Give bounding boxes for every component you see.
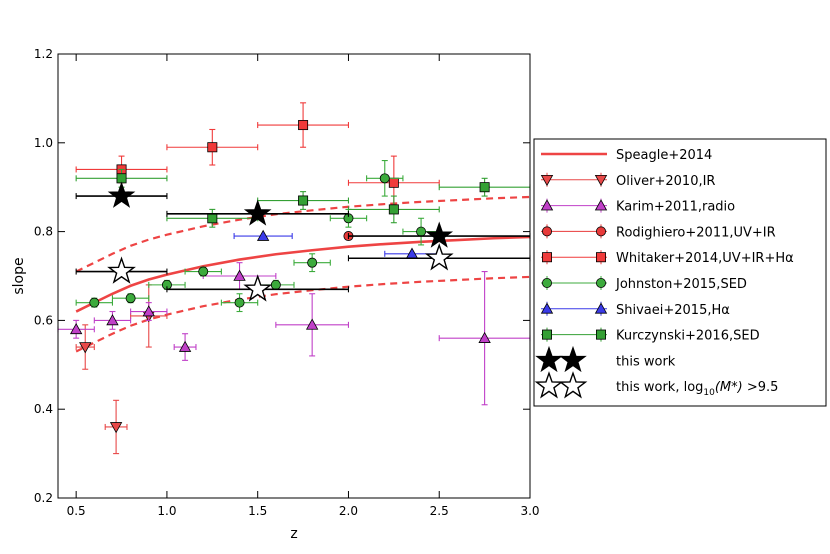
x-tick-label: 2.5 [430,504,449,518]
data-point [479,182,490,193]
data-point [89,297,100,308]
data-point [256,229,270,241]
speagle-band-lower [75,275,531,353]
data-point [270,279,281,290]
x-tick-label: 2.0 [339,504,358,518]
legend-label: Speagle+2014 [616,148,712,163]
legend-marker [558,371,588,399]
data-point [379,173,390,184]
x-tick-label: 3.0 [520,504,539,518]
data-point [106,314,119,326]
y-axis-label: slope [11,257,27,294]
data-point [233,269,246,281]
legend-label: Rodighiero+2011,UV+IR [616,225,776,240]
data-point [207,142,218,153]
legend-label: this work [616,354,676,369]
legend-label: Whitaker+2014,UV+IR+Hα [616,251,794,266]
legend-label: Karim+2011,radio [616,200,735,215]
legend-marker [540,199,554,211]
legend-item: Rodighiero+2011,UV+IR [541,224,776,240]
axis-ticks: 0.5 1.0 1.5 2.0 2.5 3.0 0.2 0.4 0.6 0.8 1.0 1.2 [34,47,540,518]
legend-marker [542,277,553,288]
plot-frame [57,53,531,499]
data-point [416,226,427,237]
legend-marker [596,277,607,288]
data-point [424,243,454,271]
y-tick-label: 1.0 [34,136,53,150]
data-point [207,213,218,224]
x-tick-label: 1.5 [248,504,267,518]
legend-marker [535,345,563,373]
legend-marker [542,329,553,340]
data-point [425,221,454,248]
data-point [478,331,491,343]
data-point [298,195,309,206]
data-point [243,274,273,302]
legend-marker [540,174,554,187]
legend-marker [540,302,554,314]
legend-item: Speagle+2014 [541,148,712,163]
legend-item: Karim+2011,radio [540,198,735,215]
data-point [307,257,318,268]
legend-item: Shivaei+2015,Hα [540,301,730,318]
data-point [109,422,123,434]
legend: Speagle+2014 Oliver+2010,IR Karim+2011,rad… [533,138,827,407]
data-point [125,293,136,304]
legend-item: this work [535,345,676,373]
data-point [198,266,209,277]
legend-marker [596,329,607,340]
data-point [298,120,309,131]
data-points [57,102,531,455]
legend-label: Kurczynski+2016,SED [616,329,760,344]
legend-marker [534,371,564,399]
legend-item: Kurczynski+2016,SED [541,327,760,344]
speagle-band [75,195,531,353]
data-point [107,181,136,208]
series-karim-2011-radio [57,262,531,406]
legend-label: Oliver+2010,IR [616,174,715,189]
legend-item: this work, log10(M*) >9.5 [534,371,778,399]
series-whitaker-2014-uv-ir-h- [75,102,440,210]
legend-marker [542,252,553,263]
legend-marker [594,174,608,187]
series-this-work [75,181,531,248]
legend-item: Whitaker+2014,UV+IR+Hα [541,250,794,266]
series-this-work-log10-m-9-5 [75,243,531,302]
y-tick-label: 0.4 [34,402,53,416]
legend-label: this work, log10(M*) >9.5 [616,380,778,398]
data-point [79,342,92,354]
legend-item: Johnston+2015,SED [541,276,747,292]
legend-marker [594,199,608,211]
data-point [243,199,272,226]
plot-area [58,54,530,498]
legend-label: Shivaei+2015,Hα [616,303,730,318]
x-axis-label: z [290,526,297,542]
y-tick-label: 0.8 [34,225,53,239]
legend-marker [594,302,608,314]
y-tick-label: 0.6 [34,313,53,327]
y-tick-label: 0.2 [34,491,53,505]
legend-label: Johnston+2015,SED [615,277,747,292]
x-tick-label: 1.0 [157,504,176,518]
legend-marker [596,226,607,237]
legend-marker [596,252,607,263]
y-tick-label: 1.2 [34,47,53,61]
legend-marker [542,226,553,237]
legend-box [533,138,827,407]
x-tick-label: 0.5 [67,504,86,518]
data-point [69,322,83,335]
data-point [116,173,127,184]
data-point [388,204,399,215]
data-point [142,305,155,317]
legend-marker [559,345,587,373]
speagle-band-upper [75,195,531,273]
series-johnston-2015-sed [75,160,440,313]
data-point [178,340,192,352]
legend-item: Oliver+2010,IR [540,172,715,189]
data-point [107,256,136,284]
data-point [388,177,399,188]
data-point [305,318,319,330]
data-point [234,297,245,308]
